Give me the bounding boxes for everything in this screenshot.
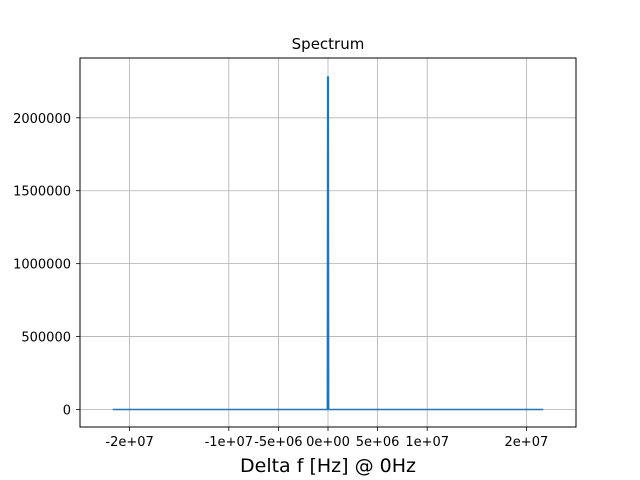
x-tick-label: 5e+06	[356, 435, 400, 450]
x-axis: -2e+07 -1e+07 -5e+06 0e+00 5e+06 1e+07 2e+07	[105, 427, 548, 450]
y-tick-label: 1000000	[13, 258, 71, 273]
x-axis-label: Delta f [Hz] @ 0Hz	[240, 455, 416, 477]
chart-title: Spectrum	[292, 35, 365, 53]
y-axis: 0 500000 1000000 1500000 2000000	[13, 112, 80, 418]
y-tick-label: 500000	[21, 331, 71, 346]
y-tick-label: 1500000	[13, 185, 71, 200]
x-tick-label: -5e+06	[254, 435, 302, 450]
x-tick-label: 0e+00	[306, 435, 350, 450]
x-tick-label: 1e+07	[405, 435, 449, 450]
y-tick-label: 2000000	[13, 112, 71, 127]
x-tick-label: -1e+07	[205, 435, 253, 450]
x-tick-label: -2e+07	[105, 435, 153, 450]
x-tick-label: 2e+07	[505, 435, 549, 450]
series-layer	[112, 76, 544, 411]
y-tick-label: 0	[63, 403, 71, 418]
spectrum-series-line	[112, 76, 544, 411]
